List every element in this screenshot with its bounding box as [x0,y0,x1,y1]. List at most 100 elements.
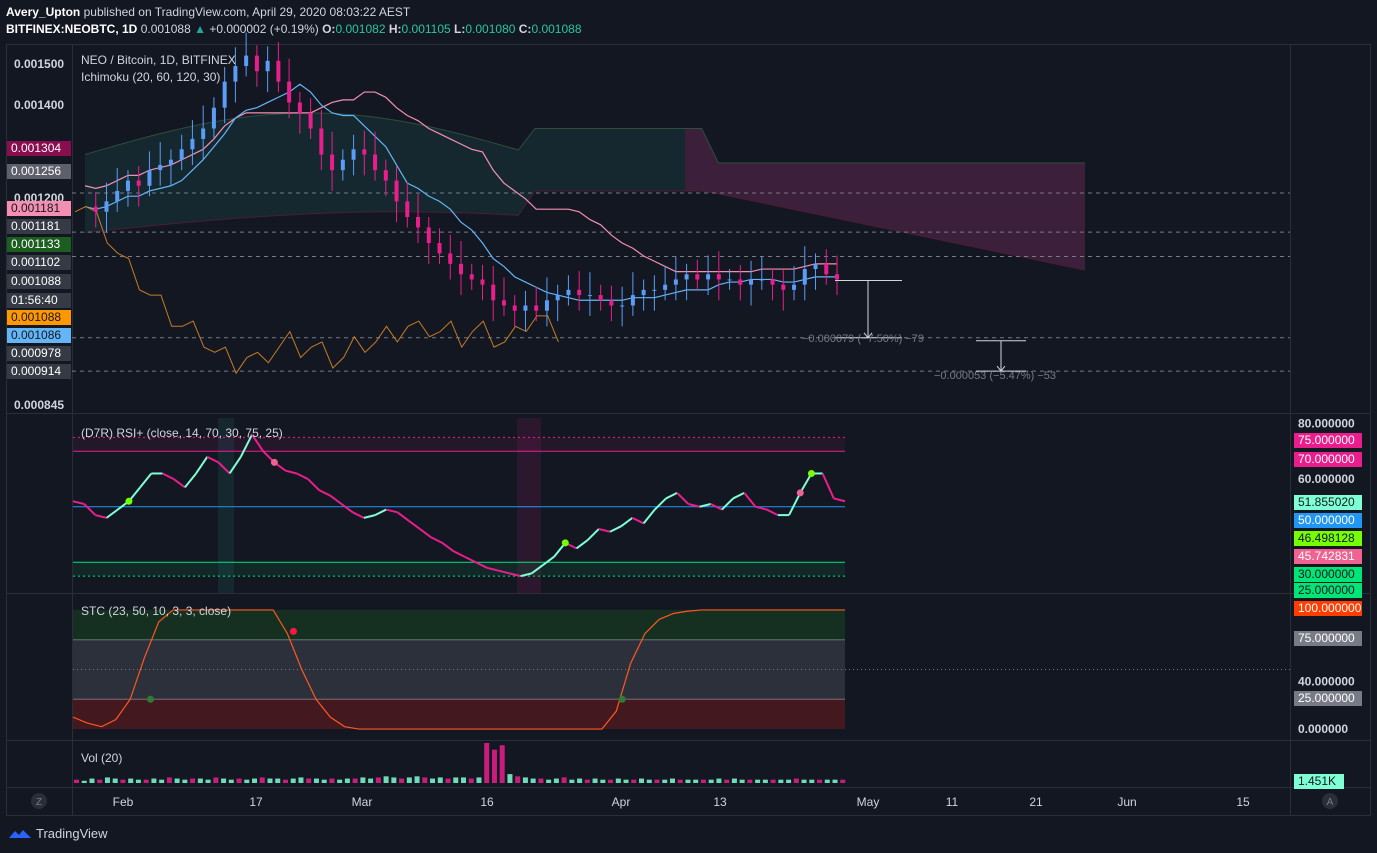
symbol-info: BITFINEX:NEOBTC, 1D 0.001088 ▲ +0.000002… [6,22,582,36]
volume-bar [329,778,335,783]
scale-mode-z[interactable]: Z [31,793,47,809]
volume-bar [313,778,319,783]
stc-legend[interactable]: STC (23, 50, 10, 3, 3, close) [81,604,231,618]
candle-body [383,170,388,181]
candle-body [587,295,592,297]
rsi-segment [531,564,544,575]
zoom-reset-button[interactable]: Z [36,797,42,808]
price-panel[interactable]: NEO / Bitcoin, 1D, BITFINEX Ichimoku (20… [72,32,1290,382]
rsi-legend[interactable]: (D7R) RSI+ (close, 14, 70, 30, 75, 25) [81,426,283,440]
rsi-segment [430,536,443,544]
rsi-segment [217,461,231,475]
rsi-segment [452,550,466,558]
volume-bar [344,778,350,783]
auto-scale-button[interactable]: A [1327,797,1334,808]
cloud-area-green [85,112,1085,271]
scale-mode-a[interactable]: A [1322,793,1338,809]
stc-lower-fill [73,699,845,730]
price-badge: 01:56:40 [11,293,58,307]
stc-signal-dot [618,695,626,703]
time-axis[interactable]: Feb 17 Mar 16 Apr 13 May 11 21 Jun 15 [113,795,1250,809]
volume-legend[interactable]: Vol (20) [81,751,122,765]
rsi-panel[interactable]: (D7R) RSI+ (close, 14, 70, 30, 75, 25) [72,418,846,593]
rsi-badge-bg [1294,495,1362,510]
tradingview-logo-icon [9,829,31,838]
candle-body [351,149,356,160]
rsi-signal-dot [125,497,133,505]
volume-bar [228,779,234,783]
rsi-badge: 50.000000 [1298,513,1355,527]
rsi-segment [83,503,97,516]
volume-bar [205,779,211,783]
volume-bar [306,778,312,783]
volume-bar [832,779,838,783]
price-tick-label: 0.000845 [14,398,64,412]
volume-bar [700,779,706,783]
rsi-signal-dot [270,458,278,466]
candle-body [308,112,313,129]
volume-panel[interactable]: Vol (20) [74,743,846,783]
candle-body [297,102,302,113]
rsi-badge: 25.000000 [1298,583,1355,597]
volume-bar [120,779,126,783]
time-tick-label: 21 [1029,795,1043,809]
rsi-badge: 51.855020 [1298,495,1355,509]
volume-bar [499,745,505,783]
rsi-bottom-band [73,562,845,577]
main-legend-title[interactable]: NEO / Bitcoin, 1D, BITFINEX [81,53,236,67]
candle-body [641,289,646,296]
rsi-segment [699,503,711,508]
candle-body [179,149,184,160]
symbol-label[interactable]: BITFINEX:NEOBTC, 1D [6,22,138,36]
price-badge: 0.001086 [11,328,61,342]
price-badge: 0.001256 [11,164,61,178]
stc-badge: 100.000000 [1298,601,1362,615]
price-axis[interactable]: 0.0015000.0014000.0012000.0008450.001304… [7,57,71,412]
measure-tools[interactable] [835,280,1026,372]
author-name[interactable]: Avery_Upton [6,5,81,19]
rsi-segment [486,566,499,572]
rsi-badge: 70.000000 [1298,452,1355,466]
candle-body [104,201,109,212]
volume-bar [724,779,730,783]
volume-bar [484,743,490,783]
candle-body [630,295,635,306]
price-badge-bg [7,201,71,216]
volume-bar [507,774,513,783]
candle-body [136,180,141,186]
time-tick-label: 13 [713,795,727,809]
low-value: 0.001080 [465,22,516,36]
ichimoku-lines [74,83,837,375]
volume-bar [577,778,583,783]
ichimoku-legend[interactable]: Ichimoku (20, 60, 120, 30) [81,70,220,84]
rsi-segment [497,569,510,575]
rsi-segment [318,489,331,497]
stc-axis[interactable]: 40.000000 0.000000 100.000000 75.000000 25.0… [1294,601,1362,736]
candle-body [426,227,431,244]
rsi-tick-label: 80.000000 [1298,417,1355,431]
footer-brand[interactable]: TradingView [8,826,108,841]
candle-body [416,216,421,228]
measure-label-2: −0.000053 (−5.47%) −53 [934,370,1056,382]
candle-body [598,295,603,301]
rsi-axis[interactable]: 80.000000 60.000000 75.000000 70.000000 51.8… [1294,417,1362,598]
time-tick-label: 11 [946,795,959,809]
time-tick-label: Feb [113,795,134,809]
volume-bar [174,778,180,783]
candle-body [362,149,367,155]
volume-axis[interactable]: 1.451K [1294,774,1344,789]
rsi-segment [228,456,242,475]
rsi-segment [520,572,532,578]
candle-body [115,190,120,202]
up-arrow-icon: ▲ [194,22,206,36]
rsi-segment [721,497,734,511]
price-badge-bg [7,364,71,379]
volume-bar [693,779,699,783]
rsi-segment [833,497,846,503]
volume-bar [81,780,87,783]
price-badge-bg [7,237,71,252]
close-label: C: [518,22,532,36]
stc-panel[interactable]: STC (23, 50, 10, 3, 3, close) [72,604,1290,730]
rsi-badge: 45.742831 [1298,549,1355,563]
